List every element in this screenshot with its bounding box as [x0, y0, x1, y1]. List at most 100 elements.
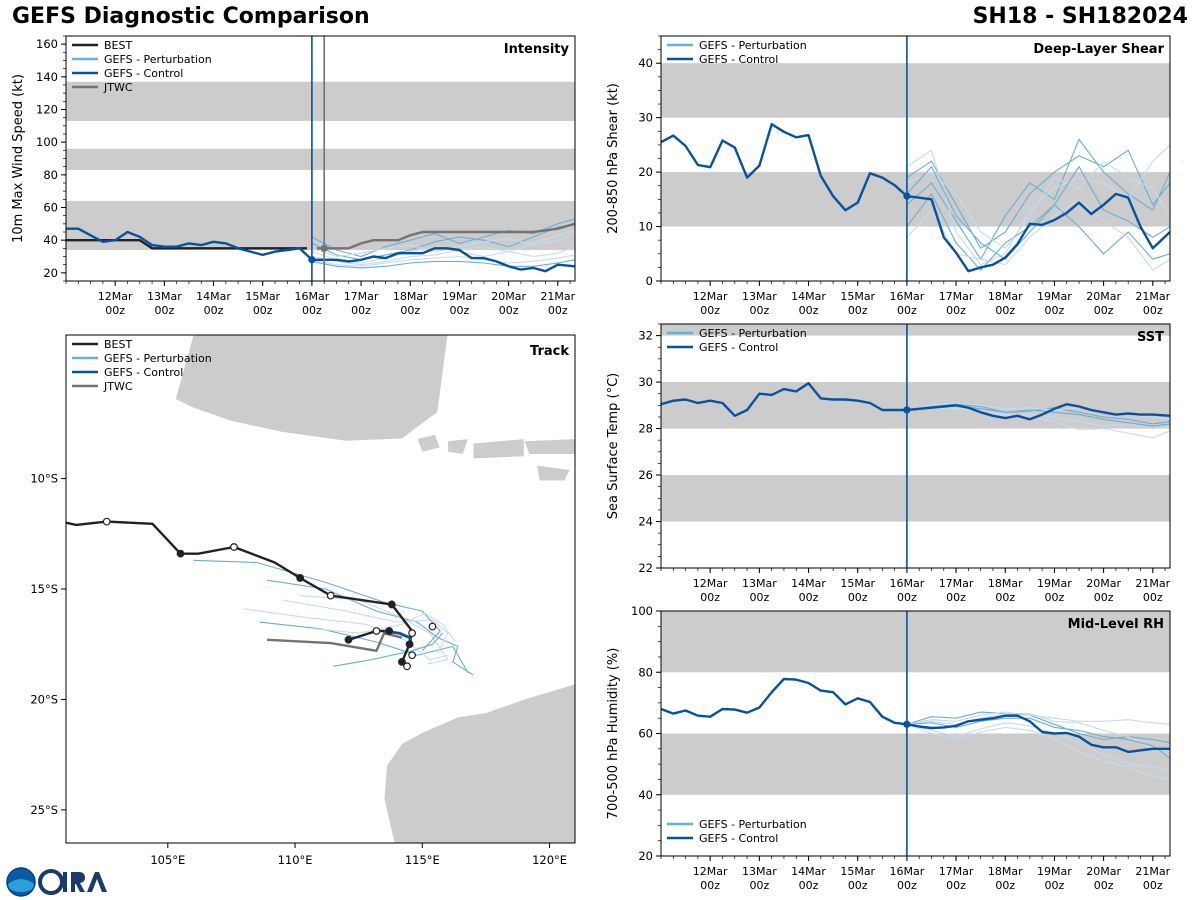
land-mass-2 [447, 438, 469, 455]
land-mass-4 [523, 438, 575, 455]
intensity-ensemble-member-5 [311, 259, 575, 269]
rh-series-gefs-control [661, 677, 1170, 754]
figure-title: GEFS Diagnostic Comparison [12, 4, 370, 29]
intensity-legend-label: GEFS - Perturbation [104, 53, 212, 66]
shear-xtick-hour: 00z [749, 304, 769, 317]
rh-legend-label: GEFS - Control [699, 832, 778, 845]
shear-xtick-hour: 00z [995, 304, 1015, 317]
lat-tick-label: 15°S [30, 582, 58, 596]
shear-xtick-hour: 00z [1045, 304, 1065, 317]
sst-band-1 [661, 382, 1170, 429]
shear-xtick-hour: 00z [1143, 304, 1163, 317]
rh-band-0 [661, 733, 1170, 795]
intensity-ytick-label: 80 [43, 168, 58, 182]
sst-xtick-day: 21Mar [1135, 577, 1170, 590]
rh-xtick-day: 18Mar [988, 865, 1023, 878]
shear-ytick-label: 0 [646, 274, 653, 288]
intensity-band-1 [66, 148, 575, 170]
track-point-5 [387, 600, 396, 609]
rh-xtick-day: 14Mar [791, 865, 826, 878]
sst-xtick-day: 15Mar [840, 577, 875, 590]
shear-title: Deep-Layer Shear [1033, 42, 1164, 57]
intensity-ytick-label: 40 [43, 233, 58, 247]
intensity-title: Intensity [504, 42, 570, 57]
sst-xtick-day: 13Mar [742, 577, 777, 590]
track-plot-area [66, 335, 575, 843]
sst-xtick-hour: 00z [749, 591, 769, 604]
intensity-xtick-day: 18Mar [393, 290, 428, 303]
shear-ensemble-member-6 [906, 165, 1170, 260]
sst-panel: 22242628303212Mar00z13Mar00z14Mar00z15Ma… [606, 323, 1171, 604]
sst-initial-point-0 [903, 406, 911, 414]
sst-xtick-day: 18Mar [988, 577, 1023, 590]
land-mass-3 [472, 438, 525, 460]
rh-xtick-hour: 00z [897, 879, 917, 892]
rh-ensemble-member-5 [906, 711, 1170, 725]
intensity-xtick-hour: 00z [499, 304, 519, 317]
intensity-xtick-hour: 00z [351, 304, 371, 317]
shear-ytick-label: 20 [638, 165, 653, 179]
rh-xtick-hour: 00z [946, 879, 966, 892]
lon-tick-label: 115°E [405, 853, 440, 867]
intensity-xtick-day: 17Mar [344, 290, 379, 303]
rh-ytick-label: 60 [638, 727, 653, 741]
shear-xtick-day: 14Mar [791, 290, 826, 303]
lat-tick-label: 10°S [30, 472, 58, 486]
intensity-legend-label: GEFS - Control [104, 67, 183, 80]
track-point-4 [326, 591, 335, 600]
track-point-1 [176, 549, 185, 558]
rh-xtick-day: 17Mar [939, 865, 974, 878]
shear-xtick-day: 15Mar [840, 290, 875, 303]
track-legend-label: GEFS - Perturbation [104, 352, 212, 365]
track-title: Track [530, 344, 569, 359]
intensity-ensemble-member-4 [311, 254, 575, 267]
intensity-ylabel: 10m Max Wind Speed (kt) [11, 74, 26, 243]
track-point-3 [296, 574, 305, 582]
shear-xtick-day: 17Mar [939, 290, 974, 303]
land-mass-5 [536, 464, 571, 482]
sst-series-gefs-control [661, 382, 1170, 421]
intensity-xtick-day: 16Mar [295, 290, 330, 303]
sst-xtick-hour: 00z [897, 591, 917, 604]
rh-xtick-hour: 00z [799, 879, 819, 892]
sst-legend-label: GEFS - Perturbation [699, 327, 807, 340]
storm-id: SH18 - SH182024 [972, 4, 1188, 29]
rh-xtick-day: 15Mar [840, 865, 875, 878]
sst-xtick-day: 20Mar [1086, 577, 1121, 590]
shear-xtick-hour: 00z [946, 304, 966, 317]
noaa-logo [6, 867, 36, 897]
rh-ytick-label: 20 [638, 849, 653, 863]
intensity-ytick-label: 160 [36, 37, 58, 51]
track-point-9 [398, 657, 406, 666]
sst-frame [660, 323, 1171, 569]
intensity-xtick-day: 13Mar [147, 290, 182, 303]
shear-xtick-day: 16Mar [890, 290, 925, 303]
sst-xtick-day: 14Mar [791, 577, 826, 590]
intensity-legend-label: BEST [104, 39, 132, 52]
ensemble-track-2 [259, 621, 469, 674]
shear-ylabel: 200-850 hPa Shear (kt) [606, 83, 621, 234]
sst-ytick-label: 30 [638, 375, 653, 389]
intensity-xtick-day: 12Mar [98, 290, 133, 303]
intensity-xtick-hour: 00z [105, 304, 125, 317]
track-point-10 [403, 662, 411, 671]
rh-xtick-day: 20Mar [1086, 865, 1121, 878]
rh-xtick-hour: 00z [700, 879, 720, 892]
sst-ylabel: Sea Surface Temp (°C) [606, 373, 621, 520]
intensity-xtick-day: 21Mar [540, 290, 575, 303]
shear-xtick-hour: 00z [1094, 304, 1114, 317]
rh-ensemble-member-0 [906, 711, 1170, 744]
intensity-band-2 [66, 81, 575, 121]
shear-ensemble-member-3 [906, 192, 1170, 271]
rh-ensemble-member-2 [906, 723, 1170, 780]
track-point-13 [372, 627, 381, 635]
shear-xtick-day: 13Mar [742, 290, 777, 303]
sst-xtick-day: 16Mar [890, 577, 925, 590]
shear-band-1 [661, 63, 1170, 118]
sst-title: SST [1137, 330, 1164, 345]
shear-legend-label: GEFS - Perturbation [699, 39, 807, 52]
shear-xtick-day: 18Mar [988, 290, 1023, 303]
intensity-xtick-hour: 00z [204, 304, 224, 317]
rh-plot-area [661, 611, 1170, 856]
rh-title: Mid-Level RH [1068, 617, 1164, 632]
